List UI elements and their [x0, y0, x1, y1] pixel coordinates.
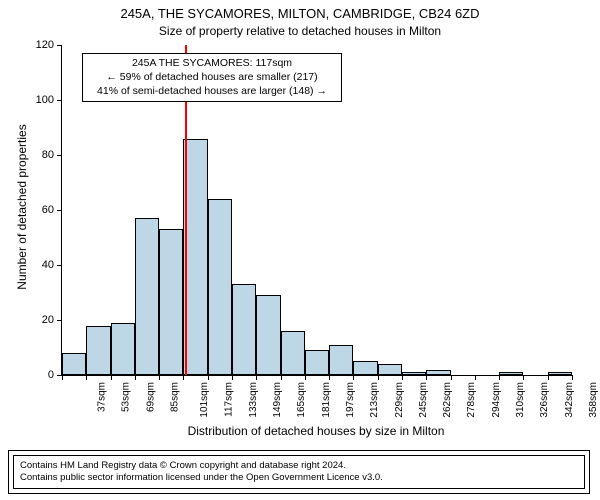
- x-tick: [572, 375, 573, 380]
- histogram-bar: [499, 372, 523, 375]
- x-tick-label: 69sqm: [145, 382, 156, 412]
- y-tick: [57, 100, 62, 101]
- x-tick-label: 326sqm: [539, 382, 550, 418]
- y-tick-label: 60: [42, 204, 54, 216]
- histogram-bar: [402, 372, 426, 375]
- histogram-bar: [86, 326, 110, 376]
- x-tick-label: 294sqm: [491, 382, 502, 418]
- histogram-bar: [62, 353, 86, 375]
- histogram-bar: [135, 218, 159, 375]
- x-tick-label: 181sqm: [321, 382, 332, 418]
- annotation-line-1: 245A THE SYCAMORES: 117sqm: [87, 56, 337, 70]
- x-tick: [183, 375, 184, 380]
- x-tick: [305, 375, 306, 380]
- y-tick-label: 120: [36, 39, 54, 51]
- x-tick: [256, 375, 257, 380]
- x-tick-label: 278sqm: [467, 382, 478, 418]
- x-tick: [451, 375, 452, 380]
- x-axis-label: Distribution of detached houses by size …: [61, 424, 571, 438]
- histogram-bar: [426, 370, 450, 376]
- x-tick-label: 310sqm: [515, 382, 526, 418]
- chart-title-address: 245A, THE SYCAMORES, MILTON, CAMBRIDGE, …: [0, 6, 600, 21]
- histogram-bar: [183, 139, 207, 376]
- histogram-bar: [548, 372, 572, 375]
- x-tick: [86, 375, 87, 380]
- x-tick-label: 262sqm: [442, 382, 453, 418]
- histogram-bar: [111, 323, 135, 375]
- y-tick: [57, 265, 62, 266]
- histogram-bar: [378, 364, 402, 375]
- x-tick: [548, 375, 549, 380]
- histogram-bar: [353, 361, 377, 375]
- x-tick-label: 53sqm: [121, 382, 132, 412]
- x-tick-label: 358sqm: [588, 382, 599, 418]
- y-tick: [57, 320, 62, 321]
- footer-line-2: Contains public sector information licen…: [20, 472, 578, 484]
- x-tick: [329, 375, 330, 380]
- annotation-line-3: 41% of semi-detached houses are larger (…: [87, 84, 337, 98]
- x-tick: [135, 375, 136, 380]
- histogram-bar: [281, 331, 305, 375]
- y-axis-label: Number of detached properties: [15, 107, 29, 307]
- histogram-bar: [159, 229, 183, 375]
- histogram-bar: [256, 295, 280, 375]
- x-tick-label: 245sqm: [418, 382, 429, 418]
- y-tick-label: 40: [42, 259, 54, 271]
- x-tick: [475, 375, 476, 380]
- x-tick: [378, 375, 379, 380]
- x-tick-label: 37sqm: [97, 382, 108, 412]
- x-tick-label: 197sqm: [345, 382, 356, 418]
- y-tick: [57, 210, 62, 211]
- histogram-bar: [305, 350, 329, 375]
- x-tick: [159, 375, 160, 380]
- histogram-bar: [208, 199, 232, 375]
- x-tick-label: 149sqm: [272, 382, 283, 418]
- y-tick-label: 20: [42, 314, 54, 326]
- x-tick-label: 133sqm: [248, 382, 259, 418]
- x-tick: [62, 375, 63, 380]
- x-tick: [402, 375, 403, 380]
- footer-line-1: Contains HM Land Registry data © Crown c…: [20, 460, 578, 472]
- footer-border: Contains HM Land Registry data © Crown c…: [8, 450, 590, 494]
- x-tick-label: 342sqm: [564, 382, 575, 418]
- chart-subtitle: Size of property relative to detached ho…: [0, 24, 600, 38]
- x-tick: [353, 375, 354, 380]
- annotation-box: 245A THE SYCAMORES: 117sqm← 59% of detac…: [82, 53, 342, 102]
- y-tick-label: 80: [42, 149, 54, 161]
- histogram-bar: [232, 284, 256, 375]
- x-tick-label: 117sqm: [223, 382, 234, 417]
- x-tick-label: 229sqm: [394, 382, 405, 418]
- x-tick: [499, 375, 500, 380]
- x-tick: [281, 375, 282, 380]
- y-tick-label: 100: [36, 94, 54, 106]
- x-tick-label: 165sqm: [297, 382, 308, 418]
- x-tick: [111, 375, 112, 380]
- x-tick: [426, 375, 427, 380]
- chart-container: 245A, THE SYCAMORES, MILTON, CAMBRIDGE, …: [0, 0, 600, 500]
- x-tick-label: 213sqm: [369, 382, 380, 418]
- histogram-bar: [329, 345, 353, 375]
- x-tick-label: 85sqm: [170, 382, 181, 412]
- y-tick: [57, 45, 62, 46]
- plot-area: 02040608010012037sqm53sqm69sqm85sqm101sq…: [61, 45, 572, 376]
- annotation-line-2: ← 59% of detached houses are smaller (21…: [87, 70, 337, 84]
- footer-text: Contains HM Land Registry data © Crown c…: [13, 455, 585, 489]
- y-tick: [57, 155, 62, 156]
- x-tick-label: 101sqm: [199, 382, 210, 418]
- x-tick: [523, 375, 524, 380]
- x-tick: [232, 375, 233, 380]
- y-tick-label: 0: [48, 369, 54, 381]
- x-tick: [208, 375, 209, 380]
